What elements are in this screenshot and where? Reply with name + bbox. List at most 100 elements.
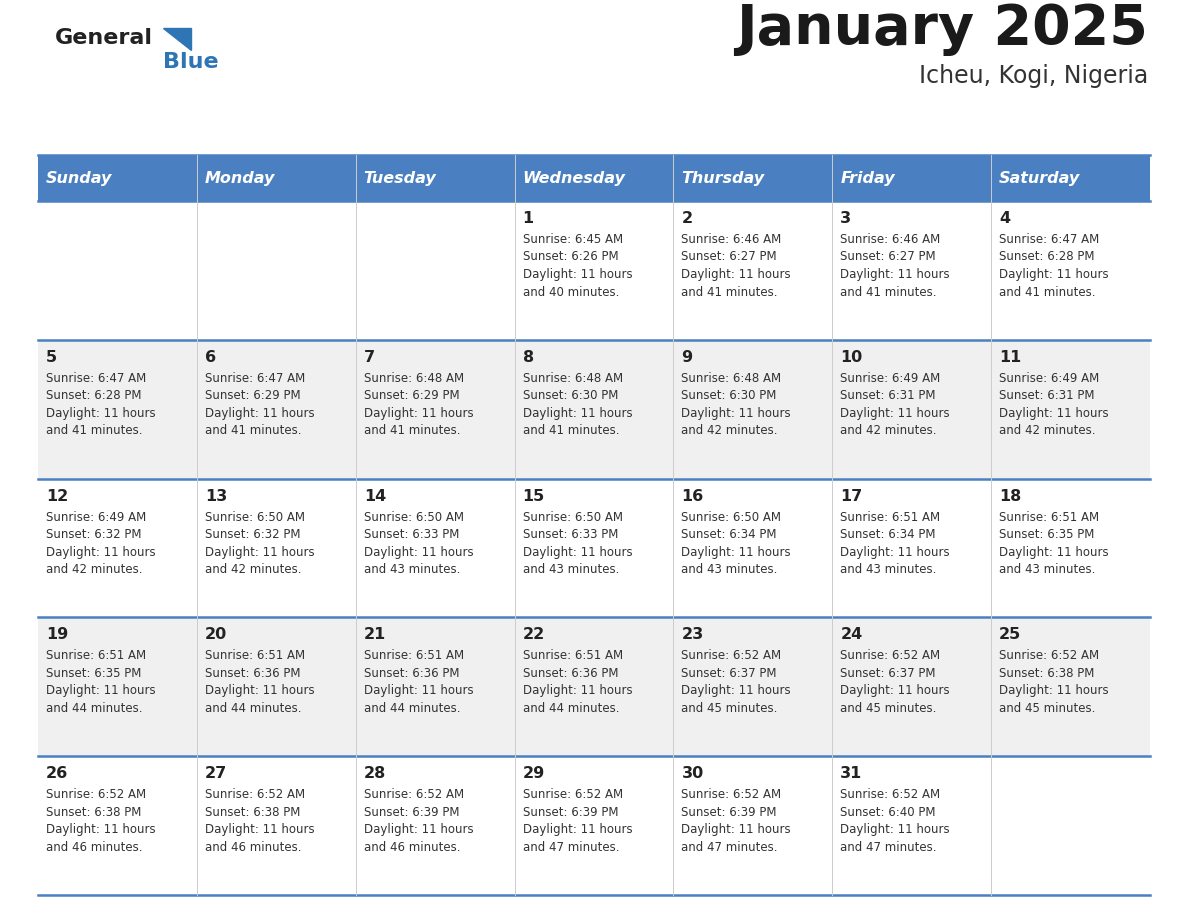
Text: 24: 24 bbox=[840, 627, 862, 643]
Text: Sunset: 6:36 PM: Sunset: 6:36 PM bbox=[364, 666, 460, 680]
Text: and 44 minutes.: and 44 minutes. bbox=[204, 702, 302, 715]
Bar bbox=[38, 478, 197, 618]
Text: and 47 minutes.: and 47 minutes. bbox=[523, 841, 619, 854]
Text: 2: 2 bbox=[682, 211, 693, 226]
Text: and 43 minutes.: and 43 minutes. bbox=[840, 563, 936, 577]
Text: Sunset: 6:33 PM: Sunset: 6:33 PM bbox=[364, 528, 459, 541]
Text: and 43 minutes.: and 43 minutes. bbox=[999, 563, 1095, 577]
Bar bbox=[991, 618, 1150, 756]
Text: Daylight: 11 hours: Daylight: 11 hours bbox=[682, 823, 791, 836]
Text: Blue: Blue bbox=[163, 52, 219, 72]
Text: Sunset: 6:29 PM: Sunset: 6:29 PM bbox=[364, 389, 460, 402]
Text: Tuesday: Tuesday bbox=[364, 171, 436, 185]
Bar bbox=[38, 618, 197, 756]
Bar bbox=[991, 340, 1150, 478]
Text: and 46 minutes.: and 46 minutes. bbox=[204, 841, 302, 854]
Text: and 45 minutes.: and 45 minutes. bbox=[999, 702, 1095, 715]
Text: Sunset: 6:29 PM: Sunset: 6:29 PM bbox=[204, 389, 301, 402]
Bar bbox=[991, 478, 1150, 618]
Text: 6: 6 bbox=[204, 350, 216, 364]
Bar bbox=[38, 756, 197, 895]
Bar bbox=[674, 340, 833, 478]
Text: and 47 minutes.: and 47 minutes. bbox=[682, 841, 778, 854]
Text: Sunset: 6:32 PM: Sunset: 6:32 PM bbox=[204, 528, 301, 541]
Text: Sunrise: 6:49 AM: Sunrise: 6:49 AM bbox=[840, 372, 941, 385]
Text: 22: 22 bbox=[523, 627, 545, 643]
Text: Sunset: 6:31 PM: Sunset: 6:31 PM bbox=[999, 389, 1094, 402]
Text: and 41 minutes.: and 41 minutes. bbox=[523, 424, 619, 437]
Text: Saturday: Saturday bbox=[999, 171, 1080, 185]
Text: Sunset: 6:28 PM: Sunset: 6:28 PM bbox=[999, 251, 1094, 263]
Text: Sunrise: 6:47 AM: Sunrise: 6:47 AM bbox=[204, 372, 305, 385]
Text: Daylight: 11 hours: Daylight: 11 hours bbox=[46, 823, 156, 836]
Text: Sunrise: 6:52 AM: Sunrise: 6:52 AM bbox=[840, 789, 941, 801]
Text: 30: 30 bbox=[682, 767, 703, 781]
Text: 21: 21 bbox=[364, 627, 386, 643]
Text: Daylight: 11 hours: Daylight: 11 hours bbox=[999, 545, 1108, 558]
Text: Sunset: 6:32 PM: Sunset: 6:32 PM bbox=[46, 528, 141, 541]
Bar bbox=[197, 478, 355, 618]
Text: 7: 7 bbox=[364, 350, 375, 364]
Text: Sunrise: 6:47 AM: Sunrise: 6:47 AM bbox=[999, 233, 1099, 246]
Text: Daylight: 11 hours: Daylight: 11 hours bbox=[523, 407, 632, 420]
Text: Daylight: 11 hours: Daylight: 11 hours bbox=[46, 407, 156, 420]
Text: January 2025: January 2025 bbox=[737, 2, 1148, 56]
Text: 4: 4 bbox=[999, 211, 1010, 226]
Text: Sunrise: 6:51 AM: Sunrise: 6:51 AM bbox=[523, 649, 623, 663]
Bar bbox=[833, 478, 991, 618]
Text: and 41 minutes.: and 41 minutes. bbox=[682, 285, 778, 298]
Text: 25: 25 bbox=[999, 627, 1022, 643]
Text: Sunrise: 6:52 AM: Sunrise: 6:52 AM bbox=[682, 789, 782, 801]
Text: Sunset: 6:30 PM: Sunset: 6:30 PM bbox=[682, 389, 777, 402]
Text: and 41 minutes.: and 41 minutes. bbox=[364, 424, 460, 437]
Text: and 42 minutes.: and 42 minutes. bbox=[840, 424, 937, 437]
Text: Sunset: 6:36 PM: Sunset: 6:36 PM bbox=[204, 666, 301, 680]
Text: Sunrise: 6:52 AM: Sunrise: 6:52 AM bbox=[682, 649, 782, 663]
Text: and 41 minutes.: and 41 minutes. bbox=[204, 424, 302, 437]
Text: Sunrise: 6:50 AM: Sunrise: 6:50 AM bbox=[204, 510, 305, 523]
Text: and 45 minutes.: and 45 minutes. bbox=[682, 702, 778, 715]
Text: and 44 minutes.: and 44 minutes. bbox=[523, 702, 619, 715]
Text: Sunrise: 6:52 AM: Sunrise: 6:52 AM bbox=[999, 649, 1099, 663]
Text: Sunrise: 6:50 AM: Sunrise: 6:50 AM bbox=[364, 510, 463, 523]
Text: Sunset: 6:34 PM: Sunset: 6:34 PM bbox=[682, 528, 777, 541]
Bar bbox=[991, 155, 1150, 201]
Bar bbox=[197, 756, 355, 895]
Text: Daylight: 11 hours: Daylight: 11 hours bbox=[682, 545, 791, 558]
Text: Daylight: 11 hours: Daylight: 11 hours bbox=[999, 685, 1108, 698]
Text: Sunset: 6:38 PM: Sunset: 6:38 PM bbox=[999, 666, 1094, 680]
Text: Daylight: 11 hours: Daylight: 11 hours bbox=[204, 685, 315, 698]
Text: 26: 26 bbox=[46, 767, 68, 781]
Text: 10: 10 bbox=[840, 350, 862, 364]
Bar bbox=[833, 201, 991, 340]
Text: Monday: Monday bbox=[204, 171, 276, 185]
Text: 3: 3 bbox=[840, 211, 852, 226]
Text: Daylight: 11 hours: Daylight: 11 hours bbox=[204, 545, 315, 558]
Text: Daylight: 11 hours: Daylight: 11 hours bbox=[523, 545, 632, 558]
Bar bbox=[355, 155, 514, 201]
Text: Daylight: 11 hours: Daylight: 11 hours bbox=[840, 407, 950, 420]
Text: Sunrise: 6:48 AM: Sunrise: 6:48 AM bbox=[682, 372, 782, 385]
Bar bbox=[514, 155, 674, 201]
Text: Sunrise: 6:51 AM: Sunrise: 6:51 AM bbox=[364, 649, 463, 663]
Bar bbox=[514, 618, 674, 756]
Bar bbox=[833, 340, 991, 478]
Text: Sunset: 6:26 PM: Sunset: 6:26 PM bbox=[523, 251, 618, 263]
Text: Sunset: 6:37 PM: Sunset: 6:37 PM bbox=[840, 666, 936, 680]
Text: 8: 8 bbox=[523, 350, 533, 364]
Text: Sunrise: 6:51 AM: Sunrise: 6:51 AM bbox=[840, 510, 941, 523]
Bar bbox=[197, 201, 355, 340]
Text: and 41 minutes.: and 41 minutes. bbox=[999, 285, 1095, 298]
Text: and 43 minutes.: and 43 minutes. bbox=[682, 563, 778, 577]
Text: Sunset: 6:33 PM: Sunset: 6:33 PM bbox=[523, 528, 618, 541]
Bar bbox=[833, 155, 991, 201]
Text: Sunset: 6:40 PM: Sunset: 6:40 PM bbox=[840, 806, 936, 819]
Text: and 46 minutes.: and 46 minutes. bbox=[364, 841, 460, 854]
Text: and 44 minutes.: and 44 minutes. bbox=[364, 702, 460, 715]
Text: Sunset: 6:27 PM: Sunset: 6:27 PM bbox=[840, 251, 936, 263]
Text: Sunrise: 6:50 AM: Sunrise: 6:50 AM bbox=[682, 510, 782, 523]
Text: and 42 minutes.: and 42 minutes. bbox=[204, 563, 302, 577]
Bar bbox=[674, 478, 833, 618]
Bar bbox=[514, 478, 674, 618]
Bar bbox=[355, 756, 514, 895]
